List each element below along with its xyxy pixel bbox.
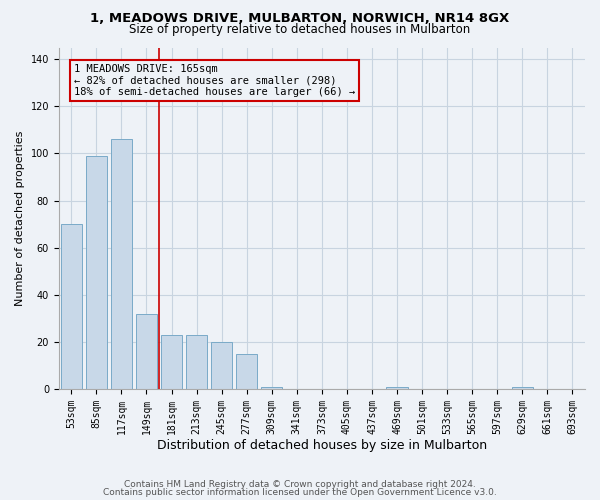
Bar — [86, 156, 107, 389]
Bar — [136, 314, 157, 389]
Bar — [111, 140, 132, 389]
Y-axis label: Number of detached properties: Number of detached properties — [15, 130, 25, 306]
Text: Contains public sector information licensed under the Open Government Licence v3: Contains public sector information licen… — [103, 488, 497, 497]
Text: Size of property relative to detached houses in Mulbarton: Size of property relative to detached ho… — [130, 22, 470, 36]
Bar — [161, 335, 182, 389]
Bar — [61, 224, 82, 389]
Bar — [261, 386, 283, 389]
Text: Contains HM Land Registry data © Crown copyright and database right 2024.: Contains HM Land Registry data © Crown c… — [124, 480, 476, 489]
Bar — [236, 354, 257, 389]
Text: 1, MEADOWS DRIVE, MULBARTON, NORWICH, NR14 8GX: 1, MEADOWS DRIVE, MULBARTON, NORWICH, NR… — [91, 12, 509, 26]
Bar — [512, 386, 533, 389]
X-axis label: Distribution of detached houses by size in Mulbarton: Distribution of detached houses by size … — [157, 440, 487, 452]
Text: 1 MEADOWS DRIVE: 165sqm
← 82% of detached houses are smaller (298)
18% of semi-d: 1 MEADOWS DRIVE: 165sqm ← 82% of detache… — [74, 64, 355, 97]
Bar — [186, 335, 207, 389]
Bar — [211, 342, 232, 389]
Bar — [386, 386, 408, 389]
